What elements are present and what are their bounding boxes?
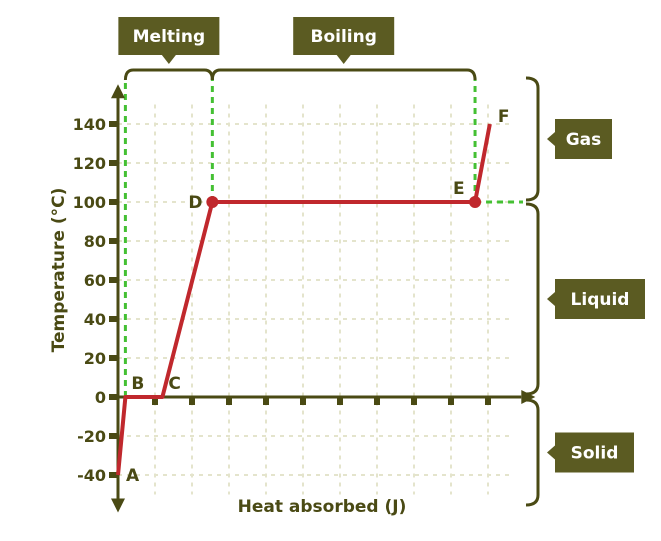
y-tick-mark xyxy=(109,355,118,361)
point-label-d: D xyxy=(188,193,202,213)
boiling-bracket xyxy=(210,68,477,81)
boiling-label-box xyxy=(293,17,395,55)
solid-label-pointer xyxy=(547,445,555,460)
gas-bracket xyxy=(525,76,540,202)
heating-curve-line xyxy=(116,123,492,476)
x-tick-mark xyxy=(152,397,158,405)
y-tick-mark xyxy=(109,238,118,244)
gas-label-pointer xyxy=(547,132,555,146)
solid-label-box xyxy=(555,432,634,473)
x-tick-mark xyxy=(226,397,232,405)
x-tick-mark xyxy=(448,397,454,405)
x-tick-mark xyxy=(337,397,343,405)
grid xyxy=(118,104,511,495)
point-label-e: E xyxy=(453,179,465,199)
y-tick-label: -20 xyxy=(77,427,106,446)
melting-label-box xyxy=(118,17,220,55)
liquid-bracket xyxy=(525,202,540,396)
x-tick-mark xyxy=(263,397,269,405)
x-tick-mark xyxy=(485,397,491,405)
x-tick-mark xyxy=(300,397,306,405)
y-tick-label: 100 xyxy=(73,193,106,212)
boiling-label-pointer xyxy=(336,55,351,64)
point-label-f: F xyxy=(498,107,510,127)
y-tick-label: 120 xyxy=(73,154,106,173)
x-tick-mark xyxy=(189,397,195,405)
x-axis-arrow xyxy=(521,390,536,404)
point-marker-d xyxy=(206,196,219,208)
brackets: Melting Boiling Gas Liquid Solid xyxy=(118,17,645,507)
y-tick-mark xyxy=(109,199,118,205)
y-tick-label: -40 xyxy=(77,466,106,485)
y-tick-label: 20 xyxy=(84,349,106,368)
melting-label-pointer xyxy=(161,55,176,64)
solid-bracket xyxy=(525,398,540,507)
y-tick-mark xyxy=(109,316,118,322)
y-ticks: -40 -20 0 20 40 60 80 100 120 140 xyxy=(73,115,118,485)
y-tick-mark xyxy=(109,121,118,127)
liquid-label-box xyxy=(555,279,645,319)
y-axis-label: Temperature (°C) xyxy=(49,188,69,353)
y-tick-label: 80 xyxy=(84,232,106,251)
gas-label: Gas xyxy=(566,130,602,150)
boiling-label: Boiling xyxy=(311,27,377,47)
point-label-b: B xyxy=(131,374,144,394)
point-marker-e xyxy=(469,196,482,208)
y-tick-mark xyxy=(109,277,118,283)
y-tick-mark xyxy=(109,160,118,166)
gas-label-box xyxy=(555,119,612,159)
liquid-label: Liquid xyxy=(571,290,630,310)
x-tick-mark xyxy=(374,397,380,405)
melting-label: Melting xyxy=(133,27,206,47)
axes xyxy=(111,84,536,513)
solid-label: Solid xyxy=(571,444,619,464)
series: A B C D E F xyxy=(116,107,510,486)
y-axis-arrow-down xyxy=(111,498,125,513)
y-tick-mark xyxy=(109,433,118,439)
liquid-label-pointer xyxy=(547,292,555,306)
point-label-a: A xyxy=(126,466,140,486)
y-tick-label: 60 xyxy=(84,271,106,290)
point-label-c: C xyxy=(168,374,180,394)
melting-bracket xyxy=(123,68,214,81)
dashed-guides xyxy=(123,78,523,397)
y-tick-mark xyxy=(109,472,118,478)
y-tick-mark xyxy=(109,394,118,400)
y-tick-label: 140 xyxy=(73,115,106,134)
x-tick-mark xyxy=(411,397,417,405)
x-axis-label: Heat absorbed (J) xyxy=(238,497,407,517)
y-tick-label: 40 xyxy=(84,310,106,329)
y-axis-arrow-up xyxy=(111,84,125,99)
y-tick-label: 0 xyxy=(95,388,106,407)
